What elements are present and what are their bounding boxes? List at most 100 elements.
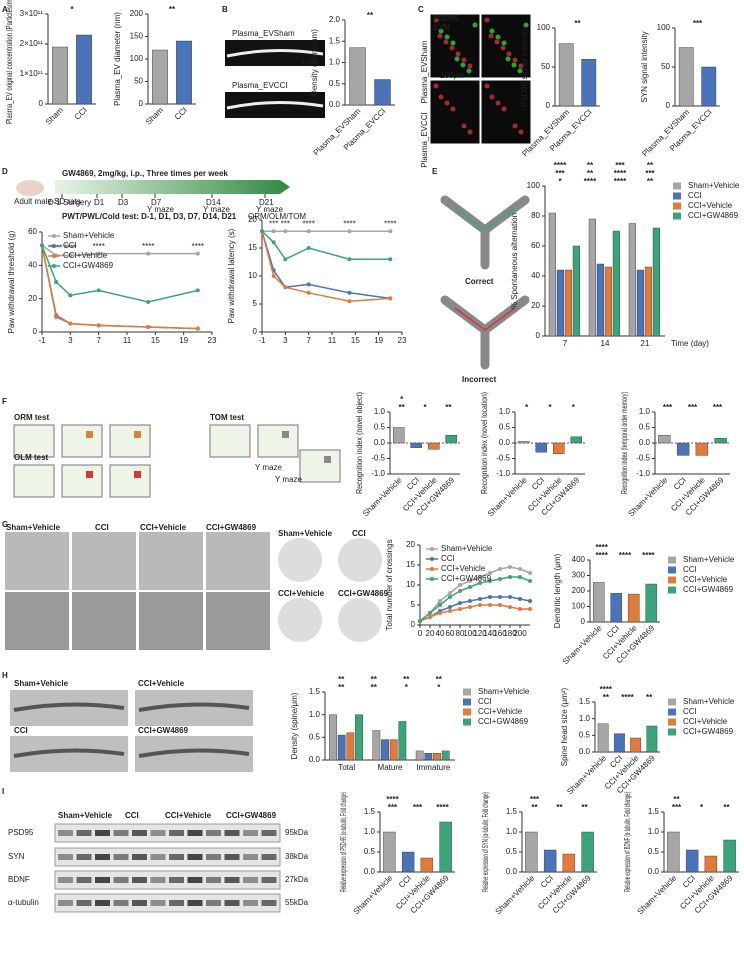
x-tick-label: 200 <box>513 629 527 638</box>
y-axis-label: Relative expression of SYN (α-tubulin, F… <box>481 792 490 892</box>
y-tick-label: 0 <box>33 327 38 336</box>
y-tick-label: 50 <box>134 77 143 86</box>
significance: **** <box>436 803 449 812</box>
y-tick-label: 40 <box>531 271 540 280</box>
brain-slice <box>72 532 136 590</box>
significance: ** <box>371 683 378 692</box>
y-tick-label: 0.0 <box>364 867 376 876</box>
y-tick-label: 0.0 <box>309 755 321 764</box>
bar <box>543 849 557 873</box>
point <box>518 567 522 571</box>
significance: **** <box>584 177 597 186</box>
bar <box>517 441 530 444</box>
cell <box>484 17 490 23</box>
annotation: CCI+Vehicle <box>278 589 325 598</box>
cell <box>450 106 456 112</box>
point <box>283 285 288 290</box>
bar <box>445 435 458 444</box>
y-tick-label: 0 <box>581 617 586 626</box>
significance: ** <box>603 693 610 702</box>
significance: *** <box>555 169 565 178</box>
y-tick-label: 0 <box>536 331 541 340</box>
legend-label: Sham+Vehicle <box>688 181 740 190</box>
panel-letter: H <box>2 671 8 680</box>
y-tick-label: 1.0 <box>506 827 518 836</box>
significance: * <box>548 403 552 412</box>
annotation: 38kDa <box>285 852 309 861</box>
x-tick-label: 7 <box>96 336 101 345</box>
blot-band <box>243 877 258 883</box>
cell <box>438 94 444 100</box>
bar <box>627 593 640 623</box>
y-tick-label: 0 <box>666 101 671 110</box>
y-tick-label: 0.0 <box>329 100 341 109</box>
annotation: TOM test <box>210 413 244 422</box>
bar <box>441 750 450 761</box>
point <box>438 611 442 615</box>
bar <box>581 831 594 873</box>
y-tick-label: 20 <box>531 301 540 310</box>
x-tick-label: 19 <box>374 336 383 345</box>
significance: * <box>525 403 529 412</box>
significance: ** <box>445 403 452 412</box>
y-tick-label: 2×10¹¹ <box>20 39 44 48</box>
significance: *** <box>688 403 698 412</box>
bar <box>667 831 680 873</box>
x-tick-label: 180 <box>503 629 517 638</box>
significance: * <box>400 395 404 404</box>
point <box>508 605 512 609</box>
series-line <box>41 245 199 303</box>
legend-label: CCI+GW4869 <box>441 574 492 583</box>
point <box>498 595 502 599</box>
legend-swatch <box>668 728 676 736</box>
y-tick-label: 5 <box>253 299 258 308</box>
bar <box>564 269 573 337</box>
y-maze-path <box>454 207 516 231</box>
significance: ** <box>367 11 374 20</box>
cell <box>489 28 495 34</box>
blot-band <box>224 900 240 906</box>
y-tick-label: 2.0 <box>329 15 341 24</box>
point <box>468 579 472 583</box>
bar <box>588 218 597 337</box>
neuron-trace <box>278 538 322 582</box>
bar <box>604 266 613 337</box>
object <box>134 431 141 438</box>
annotation: BDNF <box>8 875 30 884</box>
point <box>306 282 311 287</box>
point <box>528 607 532 611</box>
legend-swatch <box>463 708 471 716</box>
blot-band <box>206 900 221 906</box>
brain-slice-zoom <box>206 592 270 650</box>
legend-label: CCI+GW4869 <box>478 717 529 726</box>
point <box>40 243 44 248</box>
blot-band <box>76 854 92 860</box>
bar <box>337 734 346 761</box>
legend-marker <box>430 567 434 571</box>
x-tick-label: 7 <box>563 339 568 348</box>
legend-marker <box>430 557 434 561</box>
legend-swatch <box>668 556 676 564</box>
point <box>347 257 352 262</box>
annotation: GW4869, 2mg/kg, i.p., Three times per we… <box>62 169 228 178</box>
y-tick-label: 0.5 <box>506 847 518 856</box>
point <box>68 293 73 298</box>
cell <box>461 123 467 129</box>
annotation: D-1 Surgery <box>48 198 91 207</box>
point <box>478 575 482 579</box>
y-axis-label: PSD95 signal intensity <box>520 27 529 107</box>
bar <box>613 733 625 753</box>
point <box>428 611 432 615</box>
blot-band <box>187 900 203 906</box>
legend-label: CCI+Vehicle <box>63 251 108 260</box>
bar <box>723 839 736 873</box>
cell <box>495 34 501 40</box>
annotation: Sham+Vehicle <box>6 523 61 532</box>
y-tick-label: 20 <box>248 215 257 224</box>
legend-label: CCI+Vehicle <box>441 564 486 573</box>
blot-band <box>113 854 129 860</box>
x-tick-label: 60 <box>446 629 455 638</box>
x-tick-label: 120 <box>473 629 487 638</box>
significance: ** <box>723 803 730 812</box>
y-tick-label: 0 <box>411 620 416 629</box>
